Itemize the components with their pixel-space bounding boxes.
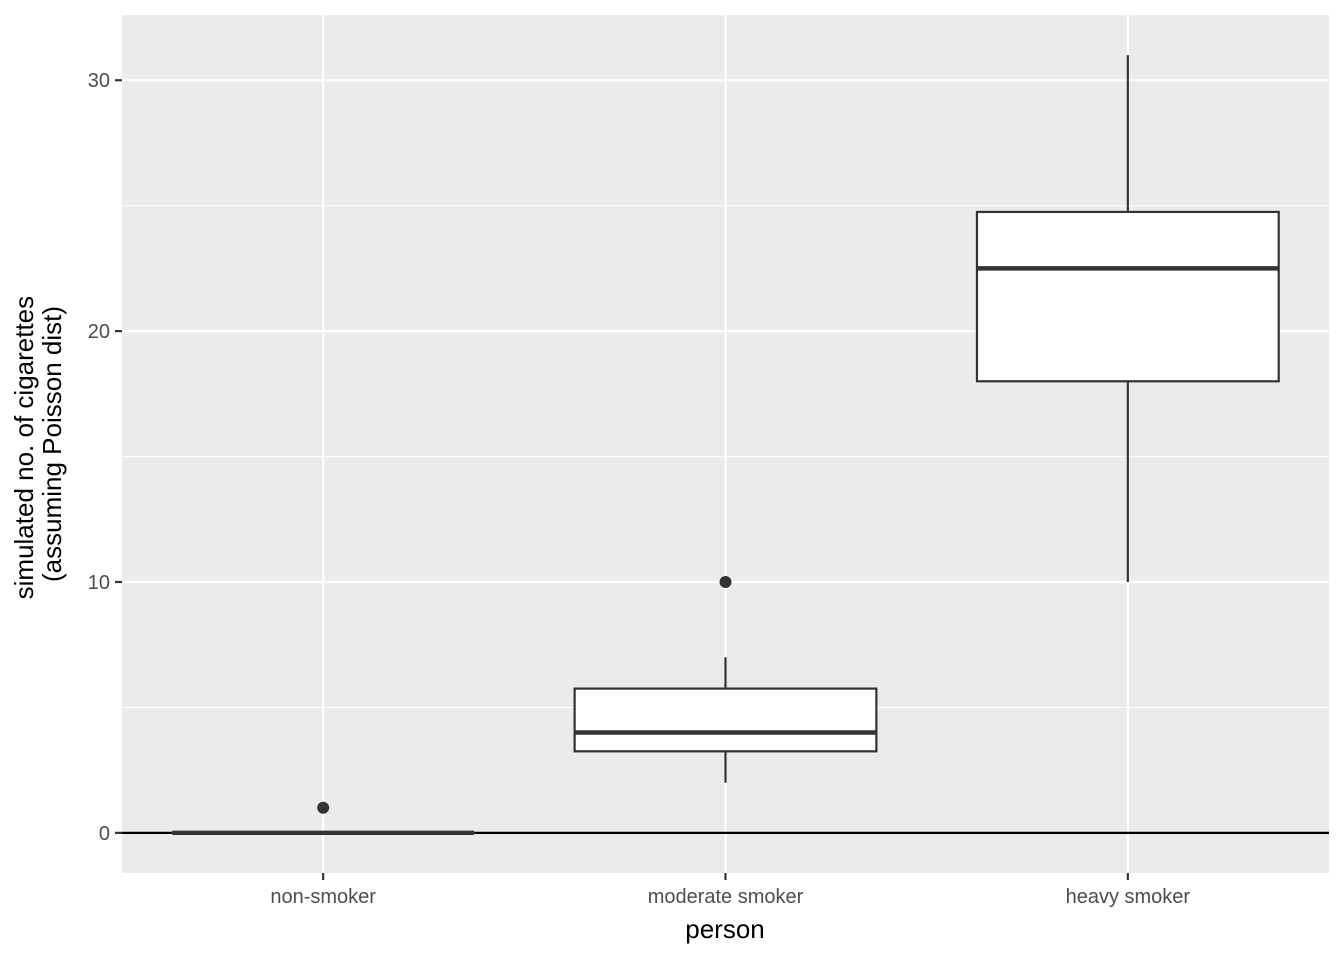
boxes-group [171, 55, 1280, 836]
x-tick-label: heavy smoker [1066, 886, 1191, 908]
y-tick-label: 20 [88, 321, 110, 343]
y-axis-title-line-1: simulated no. of cigarettes [9, 296, 39, 600]
y-axis-title-line-2: (assuming Poisson dist) [37, 306, 67, 582]
axes-group: 0 10 20 30 non-smoker moderate smoker heavy sm… [88, 70, 1191, 908]
y-tick-label: 0 [99, 823, 110, 845]
x-tick-label: non-smoker [270, 886, 376, 908]
outlier-point [317, 801, 330, 814]
y-tick-label: 10 [88, 572, 110, 594]
box-body [573, 687, 878, 753]
box-body [975, 210, 1280, 383]
box-moderate-smoker [573, 575, 878, 783]
x-tick-label: moderate smoker [648, 886, 804, 908]
box-non-smoker [171, 801, 476, 836]
y-tick-label: 30 [88, 70, 110, 92]
x-axis-title: person [685, 914, 765, 944]
y-axis-title: simulated no. of cigarettes (assuming Po… [9, 289, 67, 600]
outlier-point [719, 575, 732, 588]
box-heavy-smoker [975, 55, 1280, 582]
